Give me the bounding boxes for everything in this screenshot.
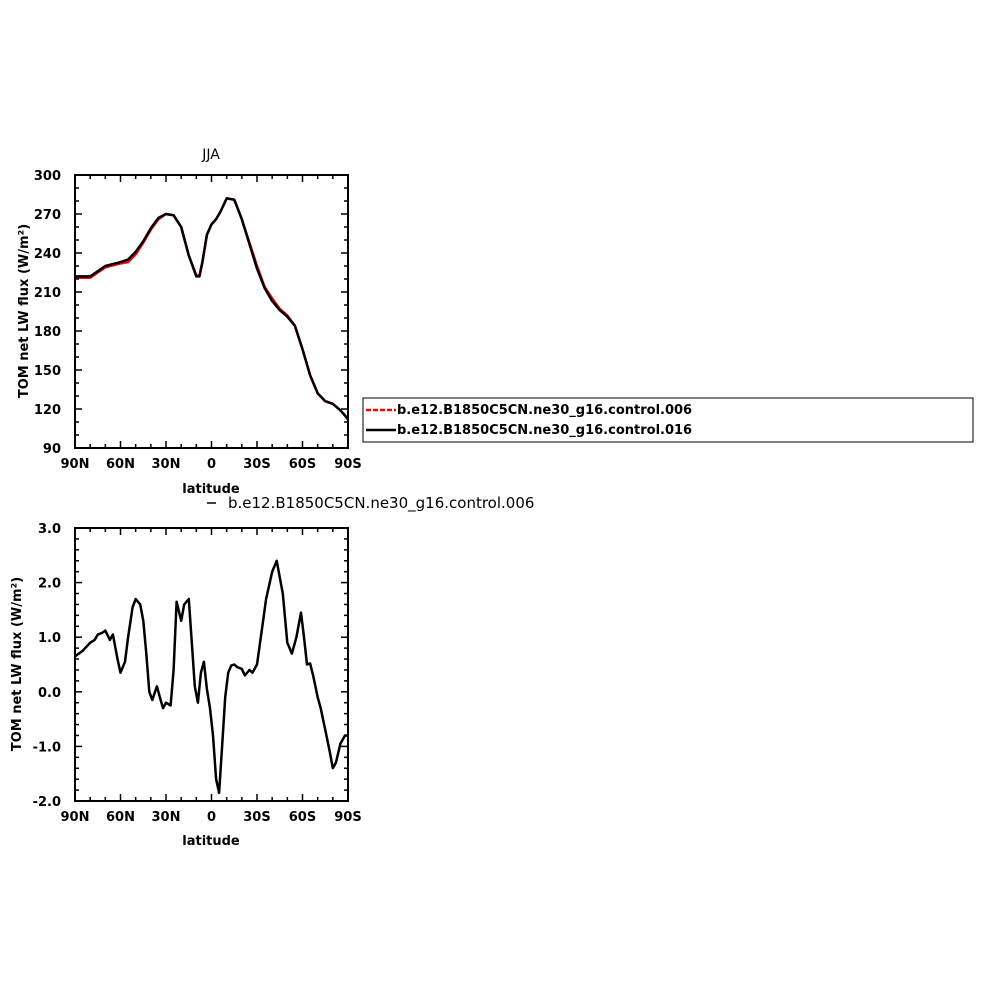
top-chart-title: JJA bbox=[201, 147, 220, 163]
chart1-y-tick-label: 3.0 bbox=[38, 522, 61, 537]
chart1-y-tick-label: 1.0 bbox=[38, 631, 61, 646]
chart1-y-tick-label: 0.0 bbox=[38, 686, 61, 701]
chart0-y-tick-label: 120 bbox=[34, 403, 61, 418]
chart0-y-tick-label: 240 bbox=[34, 247, 61, 262]
top-panel: JJA 90N 60N 30N 0 30S 60S 90S 90 120 150 180 210 240… bbox=[17, 147, 362, 497]
chart0-x-tick-label: 60N bbox=[106, 457, 135, 472]
chart0-y-tick-label: 300 bbox=[34, 169, 61, 184]
chart1-series-0-line bbox=[74, 559, 348, 795]
legend-box bbox=[362, 397, 974, 443]
chart1-x-tick-label: 90N bbox=[61, 810, 90, 825]
chart1-y-tick-label: -2.0 bbox=[33, 795, 61, 810]
chart0-x-tick-label: 30N bbox=[152, 457, 181, 472]
bottom-y-axis-title: TOM net LW flux (W/m²) bbox=[10, 577, 25, 751]
top-y-axis-title: TOM net LW flux (W/m²) bbox=[17, 224, 32, 398]
chart1-x-tick-label: 30N bbox=[152, 810, 181, 825]
top-plot-frame bbox=[74, 174, 349, 449]
chart0-x-tick-label: 90N bbox=[61, 457, 90, 472]
top-series-group bbox=[75, 197, 349, 421]
bottom-chart-subtitle: b.e12.B1850C5CN.ne30_g16.control.006 bbox=[228, 494, 534, 513]
chart0-series-0-line bbox=[75, 197, 349, 421]
chart1-x-tick-label: 60S bbox=[289, 810, 316, 825]
bottom-x-axis-title: latitude bbox=[182, 834, 240, 849]
chart0-y-tick-label: 150 bbox=[34, 364, 61, 379]
chart1-x-tick-label: 90S bbox=[334, 810, 361, 825]
bottom-ticks-group: 90N 60N 30N 0 30S 60S 90S -2.0 -1.0 0.0 1.0 2.0 3.0 bbox=[33, 522, 362, 825]
chart0-y-tick-label: 90 bbox=[43, 442, 61, 457]
chart0-series-1-line bbox=[75, 197, 349, 421]
chart0-y-tick-label: 210 bbox=[34, 286, 61, 301]
chart0-x-tick-label: 30S bbox=[243, 457, 270, 472]
chart0-x-tick-label: 0 bbox=[207, 457, 216, 472]
top-ticks-group: 90N 60N 30N 0 30S 60S 90S 90 120 150 180 210 240 270 3… bbox=[34, 169, 362, 472]
chart0-x-tick-label: 60S bbox=[289, 457, 316, 472]
legend-label-series-0: b.e12.B1850C5CN.ne30_g16.control.006 bbox=[397, 403, 692, 418]
legend-label-series-1: b.e12.B1850C5CN.ne30_g16.control.016 bbox=[397, 423, 692, 438]
chart1-x-tick-label: 60N bbox=[106, 810, 135, 825]
chart1-y-tick-label: -1.0 bbox=[33, 740, 61, 755]
chart1-y-tick-label: 2.0 bbox=[38, 577, 61, 592]
bottom-series-group bbox=[74, 559, 348, 795]
chart0-x-tick-label: 90S bbox=[334, 457, 361, 472]
chart1-x-tick-label: 0 bbox=[207, 810, 216, 825]
chart0-y-tick-label: 270 bbox=[34, 208, 61, 223]
top-x-axis-title: latitude bbox=[182, 482, 240, 497]
chart0-y-tick-label: 180 bbox=[34, 325, 61, 340]
bottom-panel: b.e12.B1850C5CN.ne30_g16.control.006 90N… bbox=[10, 494, 534, 849]
legend: b.e12.B1850C5CN.ne30_g16.control.006 b.e… bbox=[362, 397, 974, 443]
chart1-x-tick-label: 30S bbox=[243, 810, 270, 825]
